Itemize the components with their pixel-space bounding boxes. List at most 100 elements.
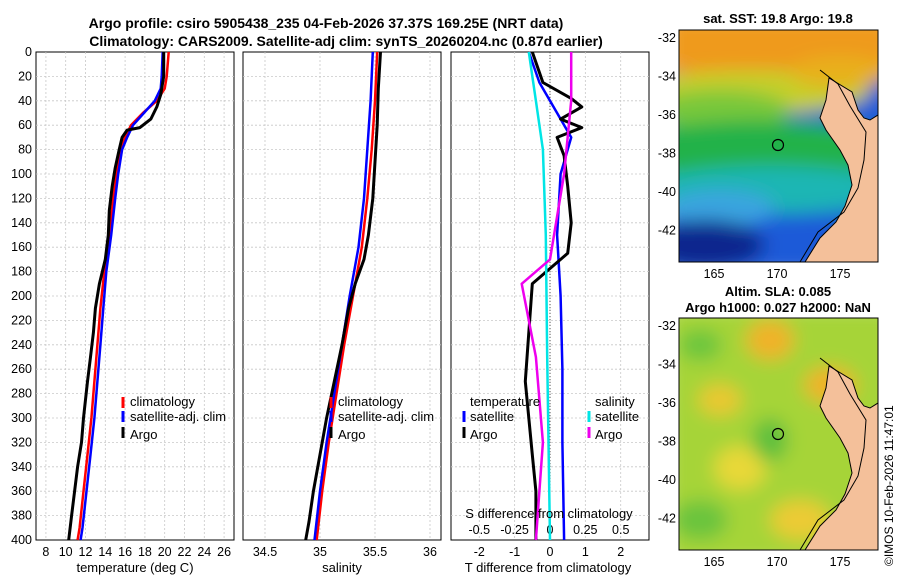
salinity-axis-label: salinity bbox=[322, 560, 362, 575]
legend-climatology-label: climatology bbox=[338, 394, 404, 409]
sla-map-frame bbox=[678, 317, 879, 551]
sst-map: sat. SST: 19.8 Argo: 19.8 165 170 175 -32 -3… bbox=[658, 11, 879, 281]
sst-isobath bbox=[799, 69, 867, 262]
depth-tick-label: 0 bbox=[25, 45, 32, 59]
x-tick-label: -1 bbox=[509, 545, 520, 559]
difference-panel: -2 -1 0 1 2 -0.5 -0.25 0 0.25 0.5 T difference f… bbox=[450, 51, 650, 575]
sst-map-frame bbox=[678, 29, 879, 263]
depth-tick-label: 280 bbox=[11, 387, 32, 401]
x-tick-label: 18 bbox=[138, 545, 152, 559]
sla-map-title: Altim. SLA: 0.085 bbox=[725, 284, 831, 299]
depth-tick-label: 320 bbox=[11, 435, 32, 449]
lon-tick-label: 175 bbox=[830, 555, 851, 569]
temperature-panel: 0 20 40 60 80 100 120 140 160 180 200 220 240 260 280 3… bbox=[11, 45, 235, 575]
x-tick-label: 22 bbox=[178, 545, 192, 559]
legend-argo-label: Argo bbox=[338, 427, 365, 442]
series-line-t-argo bbox=[523, 51, 584, 540]
depth-tick-label: 40 bbox=[18, 94, 32, 108]
series-line-satellite-adj-clim bbox=[79, 51, 164, 541]
depth-tick-label: 120 bbox=[11, 191, 32, 205]
lon-tick-label: 165 bbox=[704, 267, 725, 281]
series-line-argo bbox=[67, 52, 166, 541]
depth-tick-label: 80 bbox=[18, 143, 32, 157]
lat-tick-label: -42 bbox=[658, 512, 676, 526]
depth-tick-label: 400 bbox=[11, 533, 32, 547]
salinity-panel: 34.5 35 35.5 36 salinity climatology satell… bbox=[242, 51, 442, 575]
timestamp-stamp: ©IMOS 10-Feb-2026 11:47:01 bbox=[882, 405, 896, 566]
lat-tick-label: -36 bbox=[658, 108, 676, 122]
difference-lines bbox=[520, 51, 584, 541]
lat-tick-label: -36 bbox=[658, 396, 676, 410]
sst-map-ticks: 165 170 175 -32 -34 -36 -38 -40 -42 bbox=[658, 31, 851, 281]
depth-tick-label: 220 bbox=[11, 313, 32, 327]
x-tick-label: 2 bbox=[617, 545, 624, 559]
t-difference-tick-labels: -2 -1 0 1 2 bbox=[474, 545, 625, 559]
lat-tick-label: -32 bbox=[658, 31, 676, 45]
legend-temperature-title: temperature bbox=[470, 394, 540, 409]
legend-argo-label: Argo bbox=[130, 427, 157, 442]
temperature-tick-labels: 8 10 12 14 16 18 20 22 24 26 bbox=[42, 545, 231, 559]
title-line-1: Argo profile: csiro 5905438_235 04-Feb-2… bbox=[89, 15, 564, 31]
depth-tick-label: 200 bbox=[11, 289, 32, 303]
depth-tick-label: 340 bbox=[11, 460, 32, 474]
sla-isobath bbox=[799, 357, 867, 550]
temperature-legend: climatology satellite-adj. clim Argo bbox=[121, 394, 226, 442]
depth-tick-label: 360 bbox=[11, 484, 32, 498]
lon-tick-label: 165 bbox=[704, 555, 725, 569]
x-tick-label: 34.5 bbox=[253, 545, 277, 559]
difference-legend: temperature satellite Argo salinity sate… bbox=[462, 394, 639, 442]
x-tick-label: 8 bbox=[42, 545, 49, 559]
legend-salinity-title: salinity bbox=[595, 394, 635, 409]
x-tick-label: -2 bbox=[474, 545, 485, 559]
salinity-legend: climatology satellite-adj. clim Argo bbox=[329, 394, 434, 442]
x-tick-label: 10 bbox=[59, 545, 73, 559]
legend-climatology-label: climatology bbox=[130, 394, 196, 409]
sla-map: Altim. SLA: 0.085 Argo h1000: 0.027 h200… bbox=[658, 284, 879, 569]
sla-map-subtitle: Argo h1000: 0.027 h2000: NaN bbox=[685, 300, 871, 315]
sst-field bbox=[679, 30, 878, 262]
depth-tick-label: 300 bbox=[11, 411, 32, 425]
x-tick-label: 20 bbox=[158, 545, 172, 559]
sla-argo-marker bbox=[771, 427, 785, 441]
temperature-lines bbox=[67, 51, 170, 541]
legend-satellite-label: satellite-adj. clim bbox=[338, 409, 434, 424]
title-line-2: Climatology: CARS2009. Satellite-adj cli… bbox=[89, 33, 603, 49]
depth-tick-label: 100 bbox=[11, 167, 32, 181]
x2-tick-label: 0.25 bbox=[573, 523, 597, 537]
depth-tick-label: 180 bbox=[11, 265, 32, 279]
x-tick-label: 0 bbox=[547, 545, 554, 559]
lat-tick-label: -34 bbox=[658, 70, 676, 84]
sst-argo-marker bbox=[771, 138, 785, 152]
lon-tick-label: 175 bbox=[830, 267, 851, 281]
lat-tick-label: -40 bbox=[658, 473, 676, 487]
depth-tick-label: 240 bbox=[11, 338, 32, 352]
x-tick-label: 12 bbox=[79, 545, 93, 559]
lon-tick-label: 170 bbox=[767, 555, 788, 569]
lat-tick-label: -42 bbox=[658, 224, 676, 238]
depth-tick-label: 60 bbox=[18, 118, 32, 132]
lat-tick-label: -38 bbox=[658, 147, 676, 161]
x-tick-label: 1 bbox=[582, 545, 589, 559]
series-line-s-argo bbox=[520, 52, 573, 541]
x2-tick-label: 0.5 bbox=[612, 523, 629, 537]
salinity-lines bbox=[304, 51, 382, 541]
depth-tick-label: 260 bbox=[11, 362, 32, 376]
x2-tick-label: -0.5 bbox=[469, 523, 491, 537]
salinity-grid bbox=[243, 52, 441, 540]
s-difference-axis-label: S difference from climatology bbox=[465, 506, 633, 521]
x-tick-label: 36 bbox=[423, 545, 437, 559]
x-tick-label: 16 bbox=[118, 545, 132, 559]
new-zealand-land bbox=[804, 365, 878, 550]
depth-tick-label: 160 bbox=[11, 240, 32, 254]
x-tick-label: 26 bbox=[217, 545, 231, 559]
legend-s-satellite-label: satellite bbox=[595, 409, 639, 424]
sla-map-ticks: 165 170 175 -32 -34 -36 -38 -40 -42 bbox=[658, 319, 851, 569]
s-difference-tick-labels: -0.5-0.2500.250.5 bbox=[469, 523, 630, 537]
lat-tick-label: -34 bbox=[658, 358, 676, 372]
temperature-axis-label: temperature (deg C) bbox=[76, 560, 193, 575]
x-tick-label: 14 bbox=[98, 545, 112, 559]
sst-map-title: sat. SST: 19.8 Argo: 19.8 bbox=[703, 11, 853, 26]
depth-tick-label: 380 bbox=[11, 509, 32, 523]
series-line-s-satellite bbox=[527, 51, 552, 541]
